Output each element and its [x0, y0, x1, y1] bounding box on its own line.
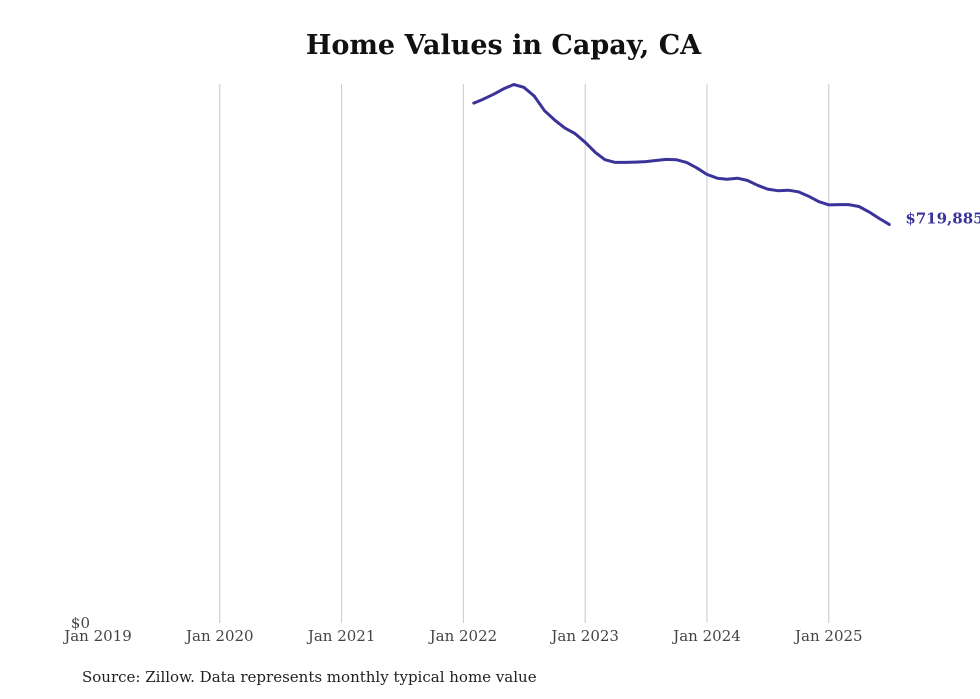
- x-tick-label: Jan 2020: [184, 627, 254, 645]
- x-tick-label: Jan 2023: [549, 627, 619, 645]
- x-tick-label: Jan 2019: [62, 627, 132, 645]
- grid-lines: [219, 84, 830, 623]
- series-line: [472, 83, 891, 226]
- x-axis-ticks: Jan 2019 Jan 2020 Jan 2021 Jan 2022 Jan 2023…: [62, 627, 862, 645]
- end-label-layer: $719,885: [905, 209, 980, 227]
- source-note: Source: Zillow. Data represents monthly …: [82, 668, 537, 686]
- x-tick-label: Jan 2024: [671, 627, 741, 645]
- y-axis-ticks: $0: [71, 614, 90, 632]
- y-tick-label: $0: [71, 614, 90, 632]
- series-layer: [472, 83, 891, 226]
- x-tick-label: Jan 2021: [306, 627, 376, 645]
- end-value-label: $719,885: [905, 209, 980, 227]
- x-tick-label: Jan 2025: [793, 627, 863, 645]
- x-tick-label: Jan 2022: [428, 627, 498, 645]
- chart-title: Home Values in Capay, CA: [305, 30, 702, 61]
